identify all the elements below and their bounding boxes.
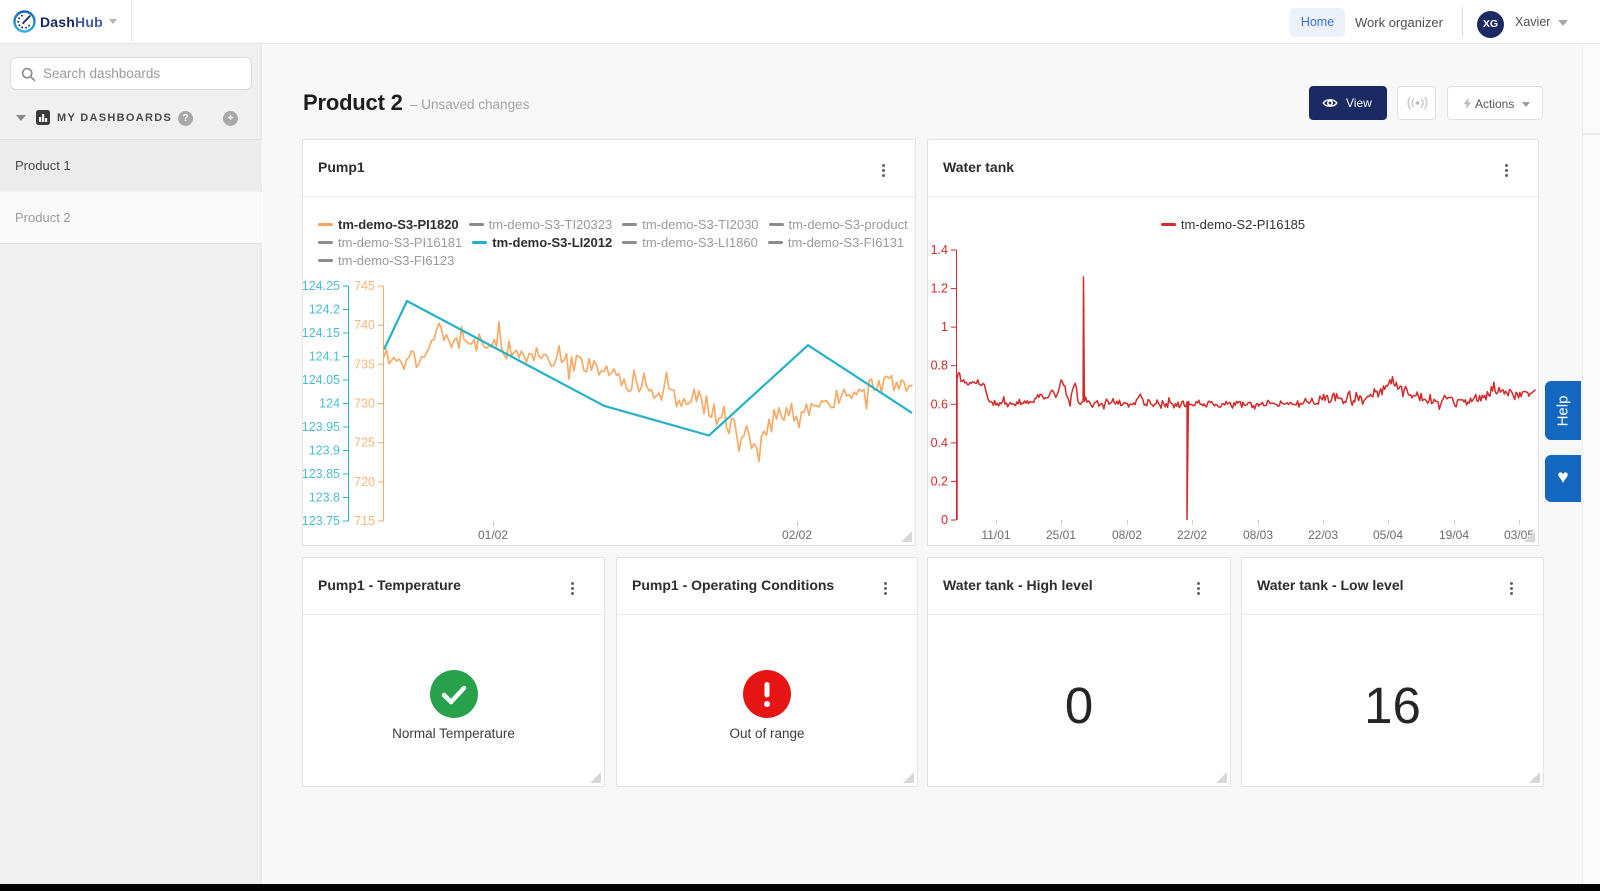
svg-text:124.15: 124.15: [303, 326, 340, 340]
svg-text:123.85: 123.85: [303, 467, 340, 481]
svg-text:08/02: 08/02: [1112, 528, 1142, 542]
svg-text:01/02: 01/02: [478, 528, 508, 542]
svg-text:22/03: 22/03: [1308, 528, 1338, 542]
svg-text:745: 745: [354, 279, 375, 293]
svg-text:0.4: 0.4: [931, 436, 948, 450]
svg-text:0: 0: [941, 513, 948, 527]
svg-text:0.6: 0.6: [931, 397, 948, 411]
svg-text:124.05: 124.05: [303, 373, 340, 387]
svg-text:124: 124: [319, 397, 340, 411]
svg-text:08/03: 08/03: [1243, 528, 1273, 542]
svg-text:22/02: 22/02: [1177, 528, 1207, 542]
svg-text:1.4: 1.4: [931, 243, 948, 257]
svg-text:25/01: 25/01: [1046, 528, 1076, 542]
svg-text:02/02: 02/02: [782, 528, 812, 542]
svg-text:124.2: 124.2: [309, 303, 340, 317]
svg-text:124.1: 124.1: [309, 350, 340, 364]
svg-text:0.8: 0.8: [931, 359, 948, 373]
svg-text:123.95: 123.95: [303, 420, 340, 434]
svg-text:735: 735: [354, 357, 375, 371]
svg-text:123.8: 123.8: [309, 491, 340, 505]
svg-text:11/01: 11/01: [981, 528, 1010, 542]
svg-text:123.75: 123.75: [303, 514, 340, 528]
svg-text:0.2: 0.2: [931, 474, 948, 488]
svg-text:715: 715: [354, 514, 375, 528]
svg-text:730: 730: [354, 397, 375, 411]
svg-text:1: 1: [941, 320, 948, 334]
svg-text:124.25: 124.25: [303, 279, 340, 293]
svg-text:720: 720: [354, 475, 375, 489]
svg-text:123.9: 123.9: [309, 444, 340, 458]
svg-text:725: 725: [354, 436, 375, 450]
svg-text:740: 740: [354, 318, 375, 332]
svg-text:05/04: 05/04: [1373, 528, 1403, 542]
svg-text:19/04: 19/04: [1439, 528, 1469, 542]
svg-text:1.2: 1.2: [931, 282, 948, 296]
